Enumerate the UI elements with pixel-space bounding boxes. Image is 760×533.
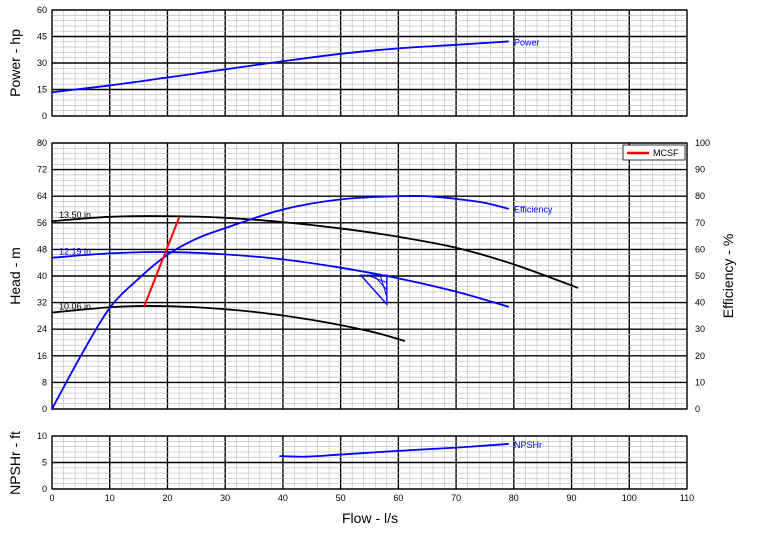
- head-left-tick-label: 16: [37, 351, 47, 361]
- head-left-tick-label: 56: [37, 218, 47, 228]
- x-tick-label: 60: [393, 493, 403, 503]
- npshr-left-tick-label: 5: [42, 458, 47, 468]
- legend: MCSF: [622, 144, 686, 161]
- series-13-50-in-label: 13.50 in: [59, 210, 91, 220]
- head-right-tick-label: 0: [695, 404, 700, 414]
- head-right-tick-label: 90: [695, 165, 705, 175]
- x-tick-label: 10: [105, 493, 115, 503]
- x-tick-label: 110: [680, 493, 694, 503]
- series-power-label: Power: [514, 37, 540, 47]
- bep-hatch: [379, 275, 388, 298]
- series-mcsf-line: [143, 216, 180, 307]
- head-right-tick-label: 30: [695, 324, 705, 334]
- x-tick-label: 0: [49, 493, 54, 503]
- npshr-y-axis-title: NPSHr - ft: [7, 431, 23, 495]
- power-panel: 0 15 30 45 60 Power: [37, 5, 688, 121]
- series-npshr-line: [279, 443, 509, 458]
- npshr-left-tick-label: 0: [42, 484, 47, 494]
- x-tick-label: 80: [509, 493, 519, 503]
- legend-label-mcsf: MCSF: [653, 148, 679, 158]
- head-left-tick-label: 32: [37, 298, 47, 308]
- head-right-tick-label: 20: [695, 351, 705, 361]
- head-right-tick-label: 40: [695, 298, 705, 308]
- plot-frame: [51, 9, 688, 117]
- x-tick-label: 100: [622, 493, 637, 503]
- series-efficiency-line: [51, 194, 509, 410]
- bep-hatch: [373, 275, 388, 291]
- head-left-tick-label: 0: [42, 404, 47, 414]
- head-y-axis-title: Head - m: [7, 247, 23, 305]
- head-left-tick-label: 8: [42, 377, 47, 387]
- x-tick-label: 20: [162, 493, 172, 503]
- head-right-tick-label: 80: [695, 191, 705, 201]
- head-left-tick-label: 80: [37, 138, 47, 148]
- efficiency-y-axis-title: Efficiency - %: [720, 234, 736, 319]
- series-12-19-in-label: 12.19 in: [59, 247, 91, 257]
- series-efficiency-label: Efficiency: [514, 205, 553, 215]
- power-left-tick-label: 0: [42, 111, 47, 121]
- x-tick-label: 70: [451, 493, 461, 503]
- x-tick-label: 40: [278, 493, 288, 503]
- npshr-panel: 0 5 10 NPSHr 0 10 20 30 40 50 60 70 80 90 100 110: [37, 431, 694, 503]
- x-tick-label: 50: [336, 493, 346, 503]
- power-y-axis-title: Power - hp: [7, 29, 23, 97]
- series-power-line: [51, 40, 509, 94]
- head-left-tick-label: 72: [37, 165, 47, 175]
- head-left-tick-label: 64: [37, 191, 47, 201]
- head-left-tick-label: 40: [37, 271, 47, 281]
- head-right-tick-label: 100: [695, 138, 710, 148]
- series-npshr-label: NPSHr: [514, 440, 542, 450]
- bep-triangle: [359, 274, 388, 307]
- head-efficiency-panel: 0 8 16 24 32 40 48 56 64 72 80 0 10 20 30 40 50 60 70 80 90 1…: [37, 138, 710, 414]
- power-left-tick-label: 30: [37, 58, 47, 68]
- head-right-tick-label: 50: [695, 271, 705, 281]
- series-13-50-in-line: [51, 215, 579, 289]
- x-tick-label: 30: [220, 493, 230, 503]
- head-right-tick-label: 70: [695, 218, 705, 228]
- head-right-tick-label: 60: [695, 244, 705, 254]
- legend-box: [622, 144, 686, 161]
- flow-x-axis-title: Flow - l/s: [342, 510, 398, 526]
- series-10-06-in-line: [51, 305, 406, 342]
- npshr-left-tick-label: 10: [37, 431, 47, 441]
- power-left-tick-label: 45: [37, 32, 47, 42]
- power-left-tick-label: 60: [37, 5, 47, 15]
- series-12-19-in-line: [51, 251, 509, 308]
- head-right-tick-label: 10: [695, 377, 705, 387]
- bep-marker: [359, 274, 388, 307]
- plot-frame: [51, 142, 688, 410]
- power-left-tick-label: 15: [37, 85, 47, 95]
- series-10-06-in-label: 10.06 in: [59, 302, 91, 312]
- x-tick-label: 90: [567, 493, 577, 503]
- plot-frame: [51, 435, 688, 490]
- head-left-tick-label: 24: [37, 324, 47, 334]
- head-left-tick-label: 48: [37, 244, 47, 254]
